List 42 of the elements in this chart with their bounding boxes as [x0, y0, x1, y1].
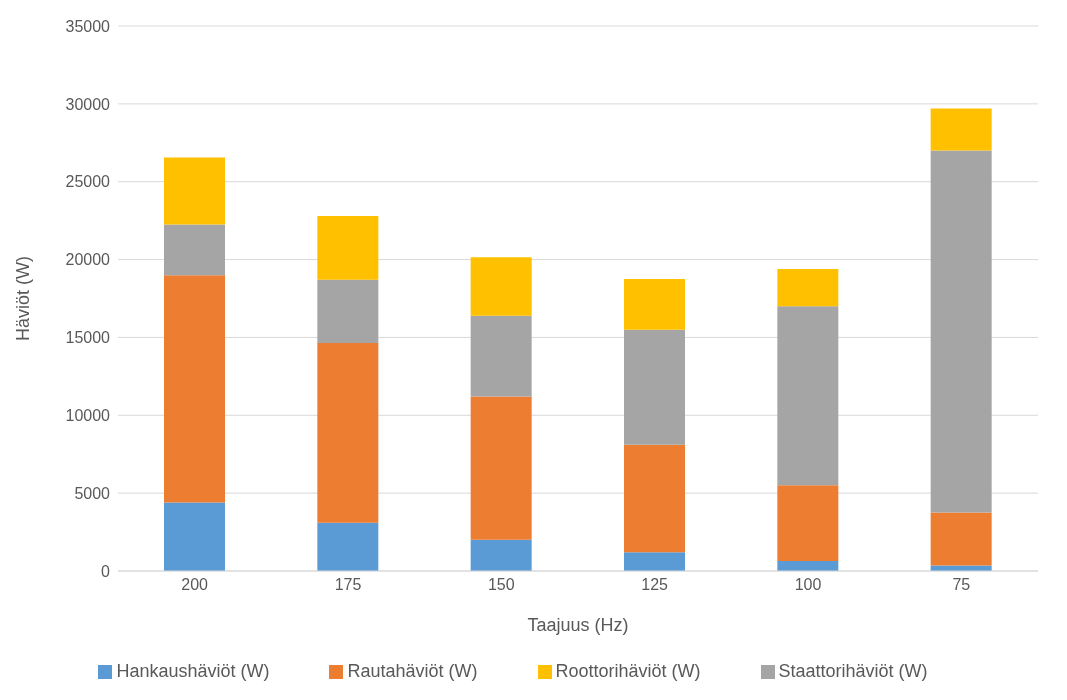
- bar: [470, 396, 532, 540]
- bar: [930, 150, 992, 513]
- y-tick-label: 30000: [65, 95, 111, 113]
- bar: [624, 279, 685, 330]
- legend-label: Hankaushäviöt (W): [116, 661, 270, 681]
- y-tick-label: 10000: [65, 406, 111, 424]
- x-tick-label: 75: [952, 576, 971, 594]
- bar: [624, 329, 685, 445]
- bar: [470, 315, 532, 397]
- bar: [470, 257, 532, 316]
- bar: [624, 444, 685, 553]
- y-tick-label: 15000: [65, 329, 111, 347]
- y-tick-label: 25000: [65, 173, 111, 191]
- x-tick-label: 175: [334, 576, 362, 594]
- x-tick-label: 200: [181, 576, 209, 594]
- x-tick-label: 150: [487, 576, 515, 594]
- x-tick-label: 100: [794, 576, 822, 594]
- y-tick-label: 5000: [74, 484, 111, 502]
- bar: [164, 224, 225, 276]
- bar: [777, 485, 839, 561]
- legend-label: Rautahäviöt (W): [347, 661, 478, 681]
- bar: [930, 108, 992, 151]
- y-tick-label: 20000: [65, 251, 111, 269]
- bar: [930, 512, 992, 566]
- y-tick-label: 35000: [65, 17, 111, 35]
- bar: [470, 539, 532, 571]
- legend-label: Roottorihäviöt (W): [555, 661, 701, 681]
- x-tick-label: 125: [641, 576, 669, 594]
- y-tick-label: 0: [101, 562, 111, 580]
- y-axis-title: Häviöt (W): [13, 256, 34, 341]
- bar: [164, 502, 225, 571]
- bar: [777, 268, 839, 307]
- bar: [317, 279, 379, 343]
- legend-label: Staattorihäviöt (W): [778, 661, 928, 681]
- bar: [164, 157, 225, 225]
- bar: [317, 522, 379, 571]
- bar: [164, 275, 225, 503]
- bar: [317, 215, 379, 280]
- bar: [317, 342, 379, 523]
- bar: [777, 306, 839, 486]
- x-axis-title: Taajuus (Hz): [527, 615, 629, 635]
- bar: [624, 552, 685, 571]
